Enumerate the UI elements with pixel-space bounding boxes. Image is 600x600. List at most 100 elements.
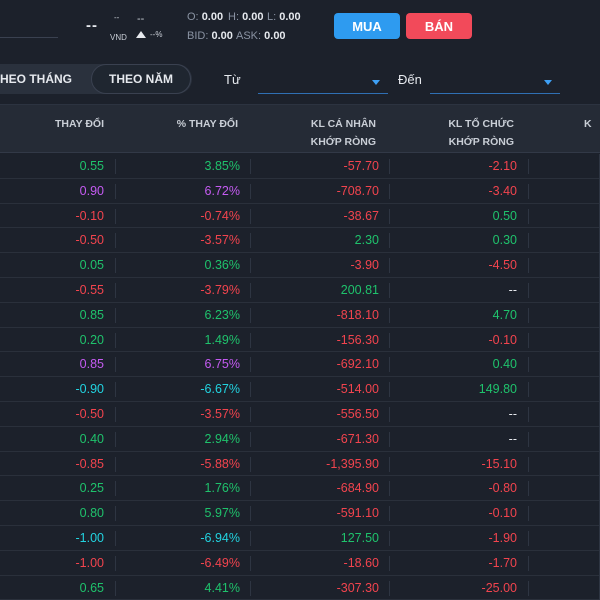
column-divider xyxy=(250,431,251,447)
table-row[interactable]: -0.85 -5.88% -1,395.90 -15.10 xyxy=(0,452,600,477)
institution-net-cell: -1.90 xyxy=(488,530,518,545)
column-divider xyxy=(528,406,529,422)
table-row[interactable]: 0.20 1.49% -156.30 -0.10 xyxy=(0,328,600,353)
caret-down-icon xyxy=(372,80,380,85)
table-row[interactable]: -1.00 -6.94% 127.50 -1.90 xyxy=(0,526,600,551)
divider xyxy=(0,104,600,105)
from-date-select[interactable] xyxy=(258,66,388,94)
institution-net-cell: -- xyxy=(508,406,517,421)
column-divider xyxy=(528,357,529,373)
pct-change-cell: 1.49% xyxy=(204,332,240,347)
table-row[interactable]: 0.05 0.36% -3.90 -4.50 xyxy=(0,253,600,278)
tab-by-year[interactable]: THEO NĂM xyxy=(91,64,191,94)
pct-change-cell: -6.67% xyxy=(200,382,240,397)
to-label: Đến xyxy=(398,72,422,87)
pct-change-cell: 2.94% xyxy=(204,431,240,446)
table-row[interactable]: 0.40 2.94% -671.30 -- xyxy=(0,427,600,452)
column-divider xyxy=(389,282,390,298)
header-individual-net[interactable]: KL CÁ NHÂN KHỚP RÒNG xyxy=(310,118,376,148)
column-divider xyxy=(250,159,251,174)
individual-net-cell: -708.70 xyxy=(336,183,379,198)
institution-net-cell: -2.10 xyxy=(488,159,518,173)
column-divider xyxy=(389,555,390,571)
pct-change-cell: 4.41% xyxy=(204,580,240,595)
institution-net-cell: 0.30 xyxy=(492,233,517,248)
column-divider xyxy=(250,481,251,497)
table-row[interactable]: 0.85 6.75% -692.10 0.40 xyxy=(0,352,600,378)
change-cell: -0.50 xyxy=(75,233,105,248)
column-divider xyxy=(115,307,116,323)
ticker-currency: VND xyxy=(110,33,127,42)
open-value: O: 0.00 xyxy=(187,11,224,23)
table-row[interactable]: 0.55 3.85% -57.70 -2.10 xyxy=(0,154,600,179)
pct-change-cell: -6.49% xyxy=(200,555,240,570)
column-divider xyxy=(528,481,529,497)
change-cell: -0.50 xyxy=(75,406,105,421)
column-divider xyxy=(389,530,390,546)
triangle-up-icon xyxy=(136,31,146,38)
column-divider xyxy=(389,580,390,596)
table-row[interactable]: 0.25 1.76% -684.90 -0.80 xyxy=(0,476,600,502)
column-divider xyxy=(389,233,390,249)
column-divider xyxy=(250,406,251,422)
column-divider xyxy=(115,555,116,571)
column-divider xyxy=(250,233,251,249)
column-divider xyxy=(389,481,390,497)
column-divider xyxy=(115,357,116,373)
column-divider xyxy=(528,183,529,199)
institution-net-cell: 4.70 xyxy=(492,307,517,322)
column-divider xyxy=(528,382,529,398)
column-divider xyxy=(528,431,529,447)
table-row[interactable]: -0.10 -0.74% -38.67 0.50 xyxy=(0,204,600,229)
header-pct-change[interactable]: % THAY ĐỔI xyxy=(176,118,238,130)
individual-net-cell: -38.67 xyxy=(343,208,379,223)
change-cell: 0.25 xyxy=(79,481,104,496)
individual-net-cell: -591.10 xyxy=(336,506,379,521)
buy-button[interactable]: MUA xyxy=(334,13,400,39)
column-divider xyxy=(528,159,529,174)
header-institution-net[interactable]: KL TỔ CHỨC KHỚP RÒNG xyxy=(448,118,514,148)
table-row[interactable]: 0.80 5.97% -591.10 -0.10 xyxy=(0,501,600,526)
sell-button[interactable]: BÁN xyxy=(406,13,472,39)
ticker-change: -- xyxy=(137,13,145,25)
caret-down-icon xyxy=(544,80,552,85)
table-row[interactable]: 0.85 6.23% -818.10 4.70 xyxy=(0,303,600,328)
pct-change-cell: -3.57% xyxy=(200,233,240,248)
column-divider xyxy=(115,258,116,274)
individual-net-cell: -18.60 xyxy=(343,555,379,570)
table-row[interactable]: -1.00 -6.49% -18.60 -1.70 xyxy=(0,551,600,576)
individual-net-cell: -3.90 xyxy=(350,258,380,273)
column-divider xyxy=(389,258,390,274)
institution-net-cell: -0.10 xyxy=(488,506,518,521)
header-next-partial[interactable]: K xyxy=(584,118,592,130)
change-cell: -1.00 xyxy=(75,530,105,545)
table-row[interactable]: 0.65 4.41% -307.30 -25.00 xyxy=(0,576,600,600)
column-divider xyxy=(250,208,251,224)
individual-net-cell: -684.90 xyxy=(336,481,379,496)
column-divider xyxy=(115,431,116,447)
table-row[interactable]: -0.90 -6.67% -514.00 149.80 xyxy=(0,377,600,402)
pct-change-cell: 5.97% xyxy=(204,506,240,521)
column-divider xyxy=(115,183,116,199)
change-cell: 0.20 xyxy=(79,332,104,347)
table-row[interactable]: -0.50 -3.57% 2.30 0.30 xyxy=(0,228,600,254)
institution-net-cell: -3.40 xyxy=(488,183,518,198)
header-change[interactable]: THAY ĐỔI xyxy=(54,118,104,130)
column-divider xyxy=(115,159,116,174)
table-row[interactable]: -0.55 -3.79% 200.81 -- xyxy=(0,278,600,303)
individual-net-cell: -556.50 xyxy=(336,406,379,421)
institution-net-cell: -1.70 xyxy=(488,555,518,570)
from-label: Từ xyxy=(224,72,241,87)
column-divider xyxy=(389,183,390,199)
to-date-select[interactable] xyxy=(430,66,560,94)
column-divider xyxy=(115,208,116,224)
table-header: THAY ĐỔI % THAY ĐỔI KL CÁ NHÂN KHỚP RÒNG… xyxy=(0,105,600,153)
pct-change-cell: 1.76% xyxy=(204,481,240,496)
pct-change-cell: -6.94% xyxy=(200,530,240,545)
column-divider xyxy=(389,406,390,422)
table-row[interactable]: 0.90 6.72% -708.70 -3.40 xyxy=(0,179,600,204)
change-cell: 0.85 xyxy=(79,307,104,322)
table-row[interactable]: -0.50 -3.57% -556.50 -- xyxy=(0,402,600,427)
tab-by-month[interactable]: HEO THÁNG xyxy=(0,72,72,86)
low-value: L: 0.00 xyxy=(267,11,301,23)
